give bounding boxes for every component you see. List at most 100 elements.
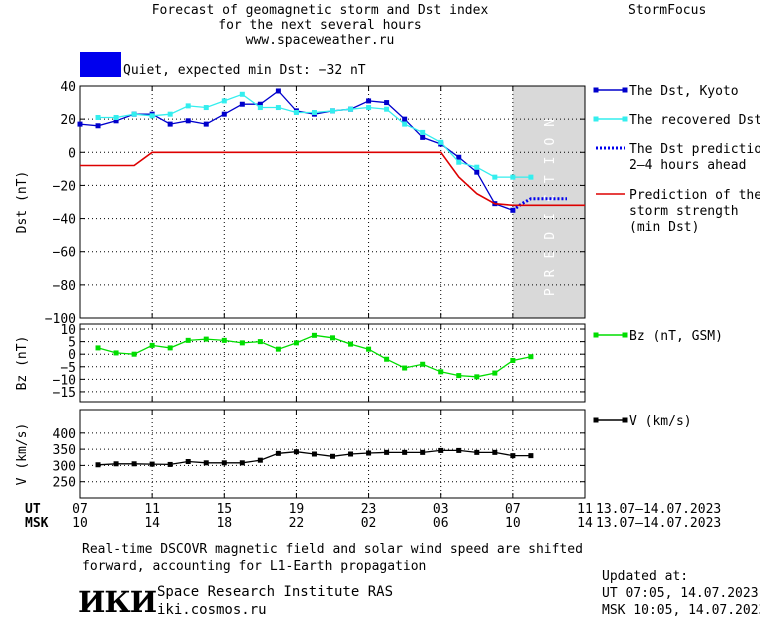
data-point: [492, 370, 498, 376]
data-point: [167, 345, 173, 351]
data-point: [384, 106, 390, 112]
data-point: [528, 174, 534, 180]
legend-marker: [593, 332, 599, 338]
y-tick-label: −20: [53, 179, 76, 194]
y-tick-label: 250: [53, 476, 76, 491]
series-line: [80, 151, 585, 207]
prediction-band: [512, 86, 585, 318]
data-point: [456, 154, 462, 160]
y-tick-label: −40: [53, 213, 76, 228]
data-point: [239, 340, 245, 346]
data-point: [366, 450, 372, 456]
prediction-band-label: PREDICTION: [543, 108, 558, 296]
y-tick-label: 20: [60, 113, 76, 128]
data-point: [257, 339, 263, 345]
note-line-1: Real-time DSCOVR magnetic field and sola…: [82, 542, 583, 557]
institute-link[interactable]: iki.cosmos.ru: [157, 602, 267, 618]
data-point: [185, 103, 191, 109]
legend-label: The Dst prediction 2–4 hours ahead: [629, 142, 760, 173]
y-axis-label: Dst (nT): [15, 171, 30, 234]
data-point: [528, 354, 534, 360]
data-point: [420, 134, 426, 140]
legend-marker: [622, 116, 628, 122]
data-point: [113, 114, 119, 120]
data-point: [348, 106, 354, 112]
data-point: [348, 451, 354, 457]
data-point: [275, 346, 281, 352]
legend-marker: [622, 87, 628, 93]
legend-marker: [593, 116, 599, 122]
msk-tick-label: 14: [577, 516, 593, 531]
ut-tick-label: 03: [433, 502, 449, 517]
data-point: [456, 159, 462, 165]
data-point: [77, 121, 83, 127]
institute-logo: ИКИ: [78, 585, 157, 619]
legend-marker: [593, 417, 599, 423]
data-point: [203, 336, 209, 342]
y-tick-label: −80: [53, 279, 76, 294]
data-point: [492, 449, 498, 455]
msk-axis-title: MSK: [25, 516, 49, 531]
y-tick-label: 10: [60, 323, 76, 338]
data-point: [402, 365, 408, 371]
data-point: [185, 458, 191, 464]
legend-label-line: The recovered Dst: [629, 113, 760, 128]
data-point: [456, 373, 462, 379]
data-point: [167, 111, 173, 117]
data-point: [438, 139, 444, 145]
data-point: [239, 91, 245, 97]
data-point: [384, 100, 390, 106]
data-point: [149, 113, 155, 119]
data-point: [330, 453, 335, 459]
ut-date-range: 13.07–14.07.2023: [596, 502, 721, 517]
data-point: [311, 110, 317, 116]
data-note: Real-time DSCOVR magnetic field and sola…: [82, 541, 583, 575]
msk-tick-label: 22: [289, 516, 305, 531]
data-point: [456, 447, 462, 453]
ut-tick-label: 07: [72, 502, 88, 517]
data-point: [239, 101, 245, 107]
y-axis-label: Bz (nT): [15, 336, 30, 391]
data-point: [474, 374, 480, 380]
y-tick-label: 0: [68, 146, 76, 161]
data-point: [167, 461, 173, 467]
data-point: [384, 449, 390, 455]
data-point: [510, 453, 516, 459]
legend-label-line: Bz (nT, GSM): [629, 329, 723, 344]
data-point: [384, 356, 390, 362]
y-tick-label: −100: [45, 312, 76, 327]
data-point: [293, 449, 299, 455]
data-point: [167, 121, 173, 127]
legend-label: The recovered Dst: [629, 113, 760, 128]
msk-tick-label: 10: [505, 516, 521, 531]
legend-marker: [622, 332, 628, 338]
msk-tick-label: 14: [144, 516, 160, 531]
status-swatch: [80, 52, 121, 77]
y-tick-label: −60: [53, 246, 76, 261]
y-tick-label: −15: [53, 386, 76, 401]
msk-tick-label: 18: [216, 516, 232, 531]
y-tick-label: 300: [53, 459, 76, 474]
data-point: [438, 369, 444, 375]
brand-label: StormFocus: [628, 3, 707, 18]
data-point: [293, 340, 299, 346]
data-point: [330, 108, 335, 114]
panel-frame: [79, 85, 586, 319]
msk-tick-label: 10: [72, 516, 88, 531]
y-tick-label: 400: [53, 427, 76, 442]
data-point: [402, 121, 408, 127]
legend-marker: [593, 87, 599, 93]
title-line-3: www.spaceweather.ru: [245, 33, 395, 48]
data-point: [131, 461, 137, 467]
updated-msk: MSK 10:05, 14.07.2023: [602, 603, 760, 618]
y-tick-label: 5: [68, 336, 76, 351]
data-point: [131, 111, 137, 117]
data-point: [257, 105, 263, 111]
legend-label-line: storm strength: [629, 204, 739, 219]
data-point: [330, 335, 335, 341]
institute-name: Space Research Institute RAS: [157, 584, 394, 600]
data-point: [113, 118, 119, 124]
data-point: [149, 461, 155, 467]
data-point: [257, 457, 263, 463]
data-point: [113, 350, 119, 356]
